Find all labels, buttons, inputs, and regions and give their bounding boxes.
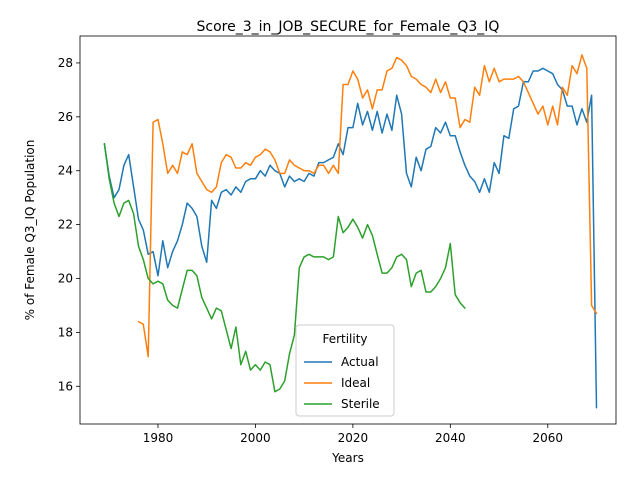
x-tick-label: 2000 (240, 431, 271, 445)
y-tick-label: 28 (58, 56, 73, 70)
y-tick-label: 26 (58, 110, 73, 124)
legend-box (295, 324, 395, 417)
series-layer (103, 54, 598, 409)
x-tick-label: 1980 (143, 431, 174, 445)
y-tick-label: 16 (58, 379, 73, 393)
legend-label-sterile: Sterile (341, 397, 380, 411)
y-tick-label: 18 (58, 325, 73, 339)
series-line-ideal (137, 54, 598, 358)
chart-title: Score_3_in_JOB_SECURE_for_Female_Q3_IQ (197, 19, 500, 35)
y-tick-label: 24 (58, 164, 73, 178)
y-tick-label: 20 (58, 272, 73, 286)
plot-frame (79, 35, 617, 425)
series-line-actual (103, 67, 598, 409)
legend-title: Fertility (322, 332, 367, 346)
x-tick-label: 2040 (435, 431, 466, 445)
series-line-sterile (103, 143, 466, 393)
legend: Fertility Actual Ideal Sterile (295, 324, 395, 417)
legend-label-ideal: Ideal (341, 376, 370, 390)
y-tick-label: 22 (58, 218, 73, 232)
axes-layer: 1980 2000 2020 2040 2060 16 18 20 22 24 26 28 (58, 56, 563, 445)
legend-entries: Actual Ideal Sterile (304, 355, 380, 411)
y-axis-label: % of Female Q3_IQ Population (23, 140, 37, 321)
x-tick-label: 2020 (338, 431, 369, 445)
x-tick-label: 2060 (533, 431, 564, 445)
legend-label-actual: Actual (341, 355, 379, 369)
x-axis-label: Years (331, 451, 364, 465)
